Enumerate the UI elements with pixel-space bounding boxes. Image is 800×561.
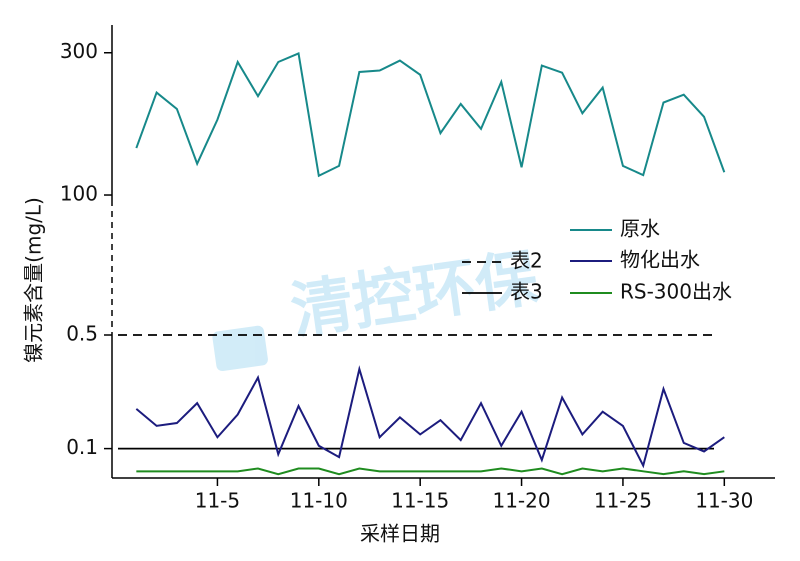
y-tick-label: 100 xyxy=(60,182,98,206)
legend-label: 表3 xyxy=(510,280,543,304)
y-tick-label: 0.5 xyxy=(66,322,98,346)
series-line xyxy=(135,365,725,469)
legend-label: 物化出水 xyxy=(620,248,700,272)
y-tick-label: 300 xyxy=(60,39,98,63)
x-tick-label: 11-20 xyxy=(492,489,550,513)
legend-label: 原水 xyxy=(620,217,660,241)
x-tick-label: 11-30 xyxy=(695,489,753,513)
y-axis-label: 镍元素含量(mg/L) xyxy=(22,197,46,363)
x-tick-label: 11-15 xyxy=(391,489,449,513)
legend-label: RS-300出水 xyxy=(620,280,732,304)
x-tick-label: 11-25 xyxy=(594,489,652,513)
x-tick-label: 11-5 xyxy=(195,489,240,513)
series-line xyxy=(135,52,726,178)
watermark: 清控环保 xyxy=(286,241,543,348)
watermark-group: 清控环保 xyxy=(212,241,543,372)
x-tick-label: 11-10 xyxy=(290,489,348,513)
watermark-logo xyxy=(212,325,268,372)
x-axis-label: 采样日期 xyxy=(360,522,440,546)
legend-label: 表2 xyxy=(510,249,543,273)
series-line xyxy=(136,467,725,476)
y-tick-label: 0.1 xyxy=(66,435,98,459)
